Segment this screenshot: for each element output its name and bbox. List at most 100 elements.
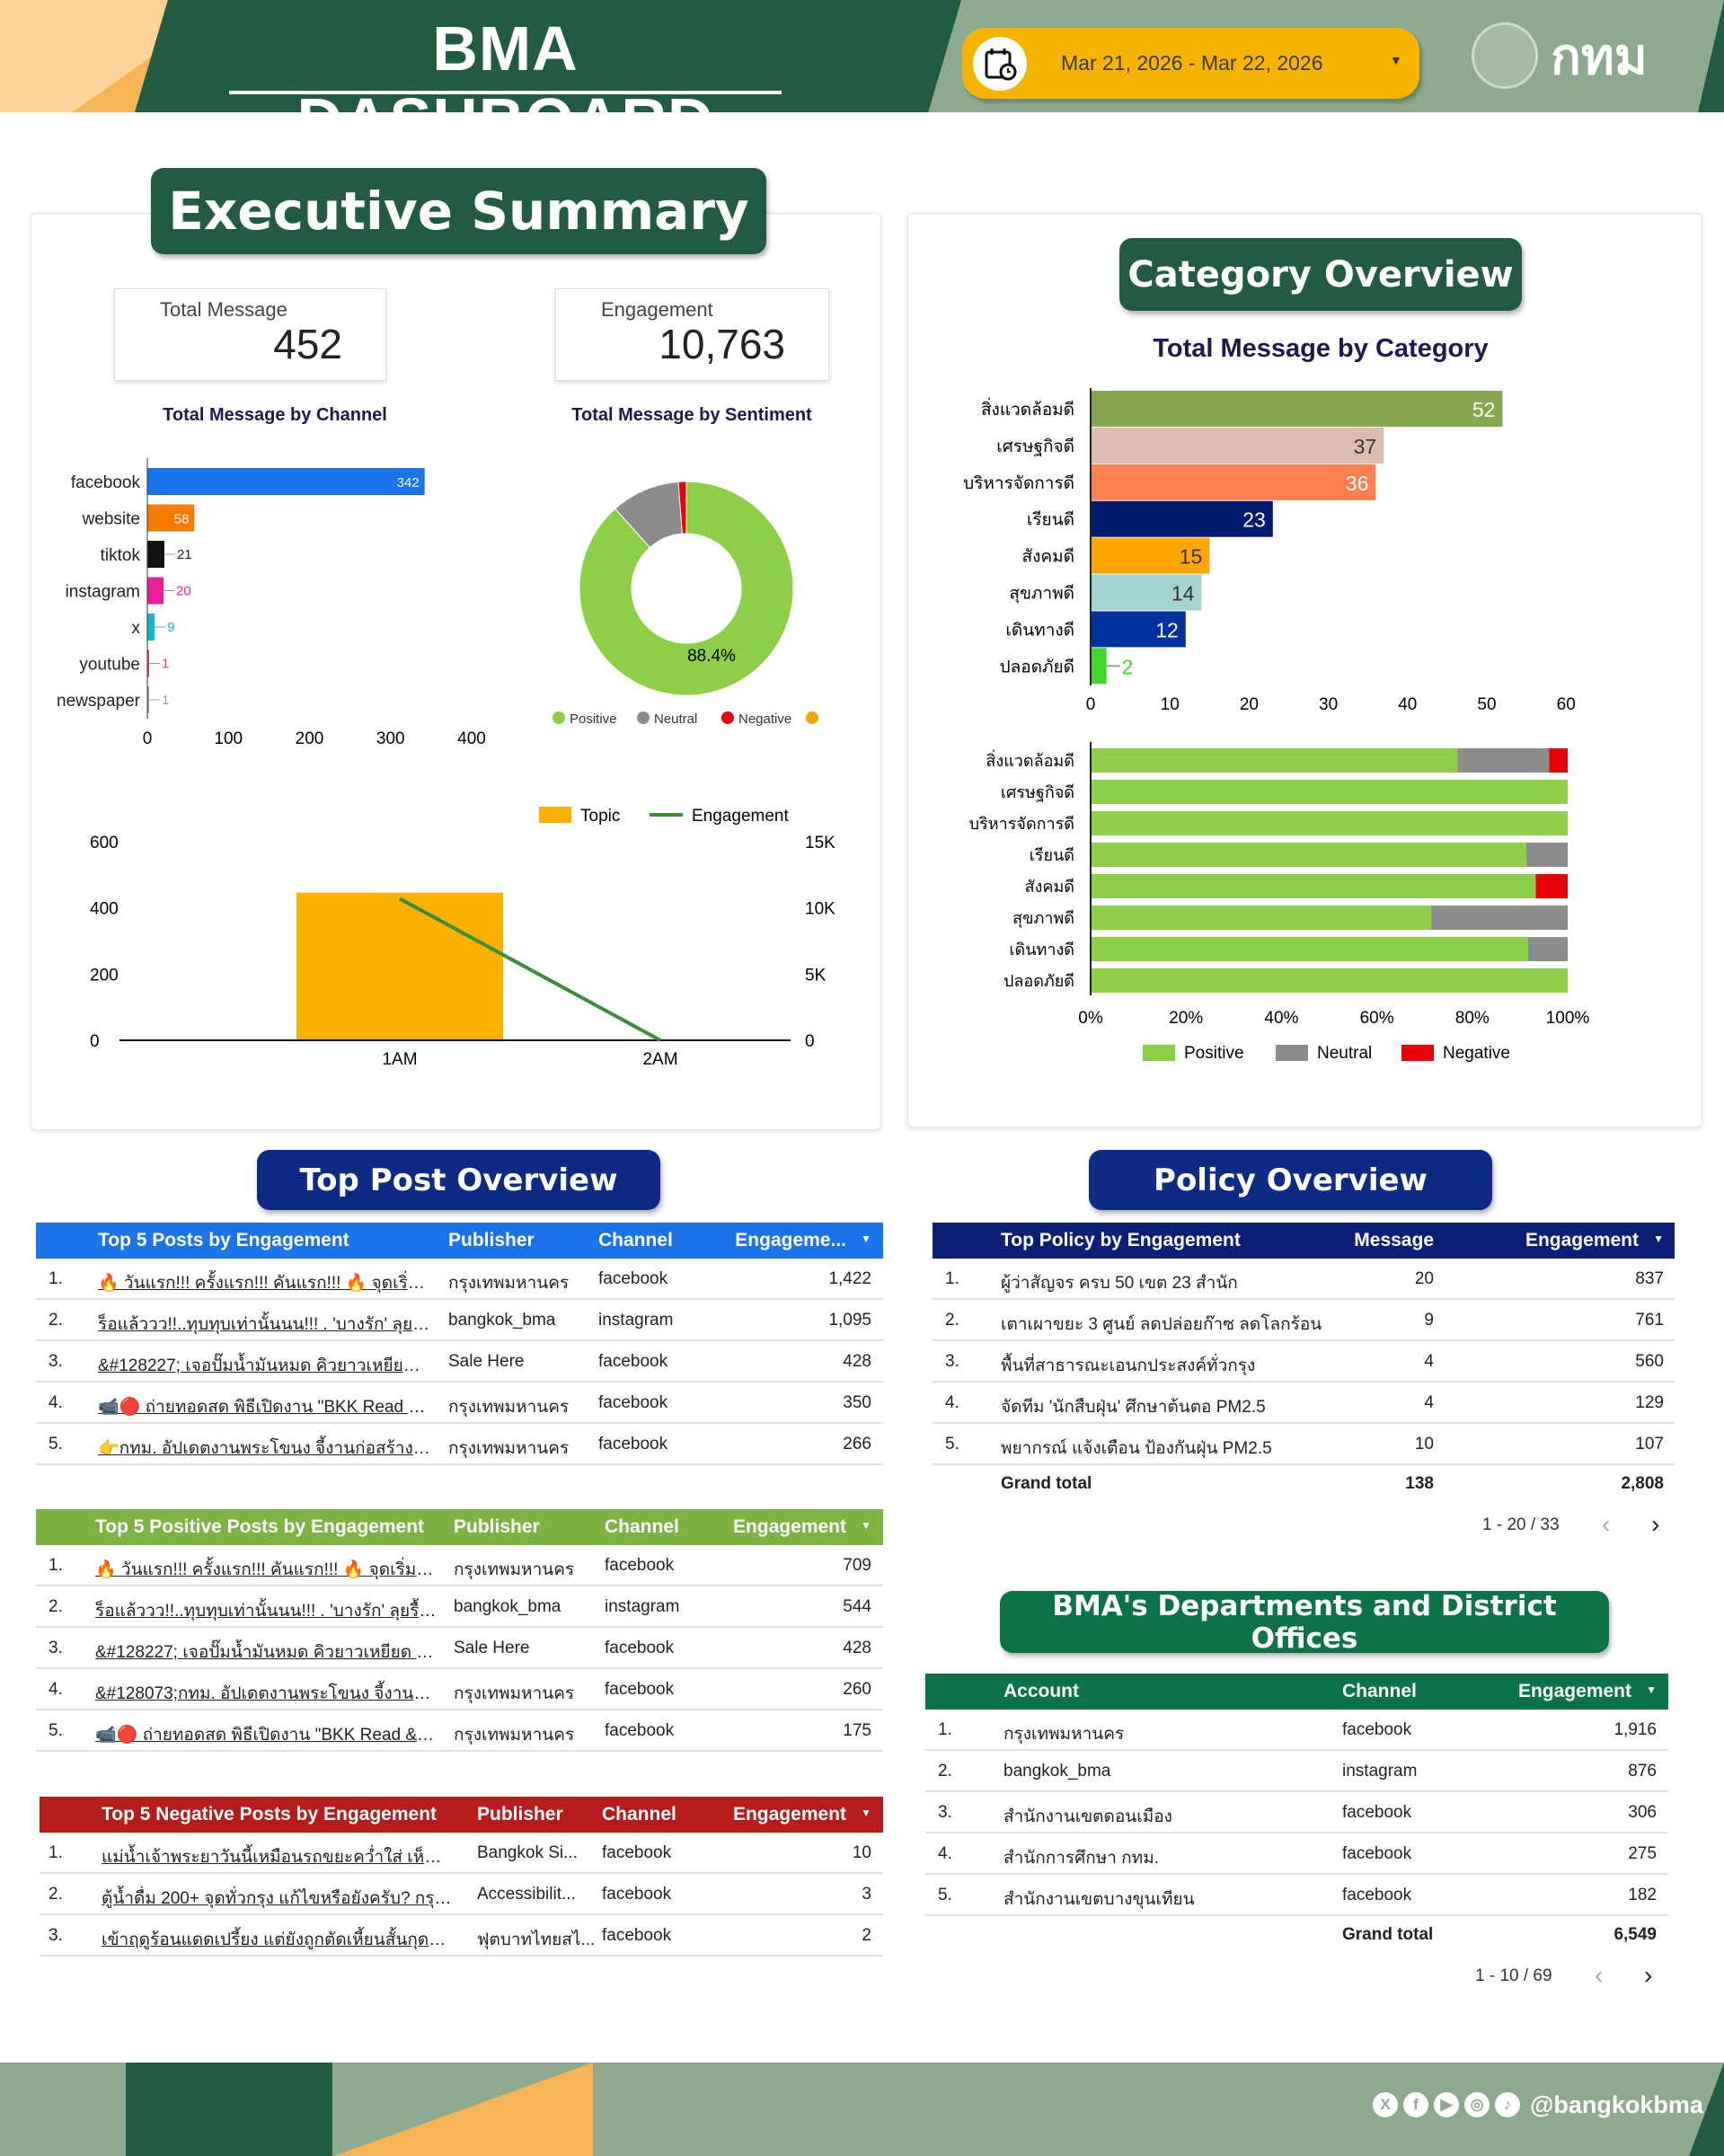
executive-summary-title: Executive Summary xyxy=(151,168,766,254)
tiktok-icon[interactable]: ♪ xyxy=(1495,2092,1520,2117)
column-header[interactable]: Message xyxy=(1354,1230,1434,1250)
legend-label: Neutral xyxy=(1317,1044,1372,1063)
youtube-icon[interactable]: ▶ xyxy=(1434,2092,1459,2117)
column-header[interactable]: Engagement xyxy=(732,1516,846,1537)
sort-desc-icon[interactable]: ▼ xyxy=(1646,1683,1657,1696)
y-left-tick-label: 200 xyxy=(90,966,119,985)
column-header[interactable]: Top 5 Negative Posts by Engagement xyxy=(102,1804,438,1825)
donut-slice-positive xyxy=(579,481,794,696)
table-row[interactable]: 1. ผู้ว่าสัญจร ครบ 50 เขต 23 สำนัก 20 837 xyxy=(933,1259,1675,1300)
x-tick-label: 400 xyxy=(457,729,486,748)
cell: 107 xyxy=(1635,1435,1664,1454)
table-row[interactable]: 3. เข้าฤดูร้อนแดดเปรี้ยง แต่ยังถูกตัดเหี้… xyxy=(40,1915,883,1957)
table-row[interactable]: 2. bangkok_bma instagram 876 xyxy=(925,1751,1668,1792)
column-header[interactable]: Top 5 Positive Posts by Engagement xyxy=(95,1516,425,1537)
departments-table: Account Channel Engagement ▼ 1. กรุงเทพมหานคร… xyxy=(925,1674,1668,2033)
table-row[interactable]: 2. เตาเผาขยะ 3 ศูนย์ ลดปล่อยก๊าซ ลดโลกร้อ… xyxy=(933,1300,1675,1341)
post-link[interactable]: ร็อแล้ววว!!..ทุบทุบเท่านั้นนน!!! . 'บางร… xyxy=(95,1602,437,1621)
prev-page-button[interactable]: ‹ xyxy=(1602,1510,1611,1538)
table-row[interactable]: 5. พยากรณ์ แจ้งเตือน ป้องกันฝุ่น PM2.5 10 1… xyxy=(933,1424,1675,1465)
row-rank: 4. xyxy=(49,1393,63,1412)
post-link[interactable]: 🔥 วันแรก!!! ครั้งแรก!!! คันแรก!!! 🔥 จุดเ… xyxy=(95,1560,437,1579)
bar xyxy=(147,504,195,532)
table-row[interactable]: 3. &#128227; เจอปั๊มน้ำมันหมด คิวยาวเหยีย… xyxy=(36,1341,883,1383)
cell: 1,422 xyxy=(828,1269,871,1288)
sort-desc-icon[interactable]: ▼ xyxy=(1653,1233,1664,1245)
cell: กรุงเทพมหานคร xyxy=(448,1274,570,1293)
table-row[interactable]: 4. &#128073;กทม. อัปเดตงานพระโขนง จี้งานก… xyxy=(36,1669,883,1710)
x-tick-label: 2AM xyxy=(642,1050,677,1069)
grand-total-label: Grand total xyxy=(1342,1925,1434,1944)
bma-logo: กทม xyxy=(1472,20,1687,92)
table-row[interactable]: 5. สำนักงานเขตบางขุนเทียน facebook 182 xyxy=(925,1875,1668,1916)
cell: 428 xyxy=(843,1352,871,1371)
table-row[interactable]: 2. ตู้น้ำดื่ม 200+ จุดทั่วกรุง แก้ไขหรือย… xyxy=(40,1874,883,1915)
table-row[interactable]: 3. สำนักงานเขตดอนเมือง facebook 306 xyxy=(925,1792,1668,1833)
table-row[interactable]: 4. จัดทีม 'นักสืบฝุ่น' ศึกษาต้นตอ PM2.5 4 1… xyxy=(933,1383,1675,1424)
prev-page-button[interactable]: ‹ xyxy=(1595,1961,1604,1989)
column-header[interactable]: Top 5 Posts by Engagement xyxy=(98,1230,349,1250)
column-header[interactable]: Publisher xyxy=(448,1230,535,1250)
next-page-button[interactable]: › xyxy=(1644,1961,1653,1989)
sort-desc-icon[interactable]: ▼ xyxy=(861,1233,871,1245)
cell: 4 xyxy=(1424,1393,1434,1412)
bar xyxy=(147,577,164,605)
column-header[interactable]: Engageme... xyxy=(735,1230,846,1250)
sort-desc-icon[interactable]: ▼ xyxy=(861,1519,871,1532)
x-tick-label: 10 xyxy=(1161,695,1180,714)
post-link[interactable]: 📹🔴 ถ่ายทอดสด พิธีเปิดงาน "BKK Read & Lea… xyxy=(95,1726,437,1745)
x-icon[interactable]: X xyxy=(1373,2092,1398,2117)
column-header[interactable]: Engagement xyxy=(1517,1681,1631,1701)
cell: กรุงเทพมหานคร xyxy=(454,1560,575,1579)
post-link[interactable]: &#128227; เจอปั๊มน้ำมันหมด คิวยาวเหยียด … xyxy=(98,1356,430,1375)
next-page-button[interactable]: › xyxy=(1651,1510,1660,1538)
cell: กรุงเทพมหานคร xyxy=(454,1684,575,1703)
logo-text: กทม xyxy=(1551,27,1648,84)
post-link[interactable]: ร็อแล้ววว!!..ทุบทุบเท่านั้นนน!!! . 'บางร… xyxy=(98,1315,430,1334)
column-header[interactable]: Publisher xyxy=(454,1516,540,1537)
table-row[interactable]: 4. สำนักการศึกษา กทม. facebook 275 xyxy=(925,1833,1668,1875)
bar-value-label: 1 xyxy=(162,657,169,672)
table-row[interactable]: 5. 👉กทม. อัปเดตงานพระโขนง จี้งานก่อสร้างล… xyxy=(36,1424,883,1465)
post-link[interactable]: แม่น้ำเจ้าพระยาวันนี้เหมือนรถขยะคว่ำใส่ … xyxy=(102,1848,452,1867)
column-header[interactable]: Engagement xyxy=(732,1804,846,1825)
column-header[interactable]: Account xyxy=(1003,1681,1079,1701)
y-right-tick-label: 15K xyxy=(805,834,835,853)
table-row[interactable]: 1. กรุงเทพมหานคร facebook 1,916 xyxy=(925,1710,1668,1751)
post-link[interactable]: ตู้น้ำดื่ม 200+ จุดทั่วกรุง แก้ไขหรือยัง… xyxy=(102,1889,452,1908)
bar xyxy=(1091,464,1376,500)
date-range-picker[interactable]: Mar 21, 2026 - Mar 22, 2026 ▼ xyxy=(962,28,1419,99)
post-link[interactable]: เข้าฤดูร้อนแดดเปรี้ยง แต่ยังถูกตัดเหี้ยน… xyxy=(102,1931,452,1949)
instagram-icon[interactable]: ◎ xyxy=(1464,2092,1490,2117)
social-icons: X f ▶ ◎ ♪ xyxy=(1373,2092,1520,2117)
cell: 306 xyxy=(1628,1803,1657,1822)
table-row[interactable]: 1. แม่น้ำเจ้าพระยาวันนี้เหมือนรถขยะคว่ำใส… xyxy=(40,1833,883,1874)
positive-posts-table: Top 5 Positive Posts by Engagement Publis… xyxy=(36,1509,883,1869)
table-row[interactable]: 3. &#128227; เจอปั๊มน้ำมันหมด คิวยาวเหยีย… xyxy=(36,1628,883,1669)
table-row[interactable]: 1. 🔥 วันแรก!!! ครั้งแรก!!! คันแรก!!! 🔥 จุ… xyxy=(36,1545,883,1586)
row-rank: 1. xyxy=(938,1720,952,1739)
table-row[interactable]: 4. 📹🔴 ถ่ายทอดสด พิธีเปิดงาน "BKK Read & L… xyxy=(36,1383,883,1424)
table-row[interactable]: 1. 🔥 วันแรก!!! ครั้งแรก!!! คันแรก!!! 🔥 จุ… xyxy=(36,1259,883,1300)
table-row[interactable]: 5. 📹🔴 ถ่ายทอดสด พิธีเปิดงาน "BKK Read & L… xyxy=(36,1710,883,1752)
post-link[interactable]: &#128227; เจอปั๊มน้ำมันหมด คิวยาวเหยียด … xyxy=(95,1643,437,1662)
bar-value-label: 14 xyxy=(1171,582,1195,605)
bar-value-label: 9 xyxy=(167,620,174,635)
cell: 175 xyxy=(843,1721,871,1740)
facebook-icon[interactable]: f xyxy=(1403,2092,1428,2117)
table-row[interactable]: 2. ร็อแล้ววว!!..ทุบทุบเท่านั้นนน!!! . 'บา… xyxy=(36,1300,883,1341)
cell: Accessibilit... xyxy=(477,1885,576,1904)
dashboard-title: BMA DASHBOARD xyxy=(297,13,713,112)
post-link[interactable]: 👉กทม. อัปเดตงานพระโขนง จี้งานก่อสร้างล่า… xyxy=(98,1439,430,1458)
sort-desc-icon[interactable]: ▼ xyxy=(861,1807,871,1819)
category-sentiment-stacked-chart: สิ่งแวดล้อมดีเศรษฐกิจดีบริหารจัดการดีเรี… xyxy=(969,742,1589,1063)
column-header[interactable]: Channel xyxy=(1342,1681,1417,1701)
post-link[interactable]: 🔥 วันแรก!!! ครั้งแรก!!! คันแรก!!! 🔥 จุดเ… xyxy=(98,1274,430,1293)
post-link[interactable]: 📹🔴 ถ่ายทอดสด พิธีเปิดงาน "BKK Read & Le.… xyxy=(98,1398,430,1417)
column-header[interactable]: Engagement xyxy=(1525,1230,1639,1250)
table-row[interactable]: 2. ร็อแล้ววว!!..ทุบทุบเท่านั้นนน!!! . 'บา… xyxy=(36,1586,883,1628)
table-row[interactable]: 3. พื้นที่สาธารณะเอนกประสงค์ทั่วกรุง 4 560 xyxy=(933,1341,1675,1383)
sentiment-donut-chart: 88.4% Positive Neutral Negative xyxy=(553,481,818,727)
column-header[interactable]: Publisher xyxy=(477,1804,563,1825)
post-link[interactable]: &#128073;กทม. อัปเดตงานพระโขนง จี้งานก่อ… xyxy=(95,1684,437,1703)
